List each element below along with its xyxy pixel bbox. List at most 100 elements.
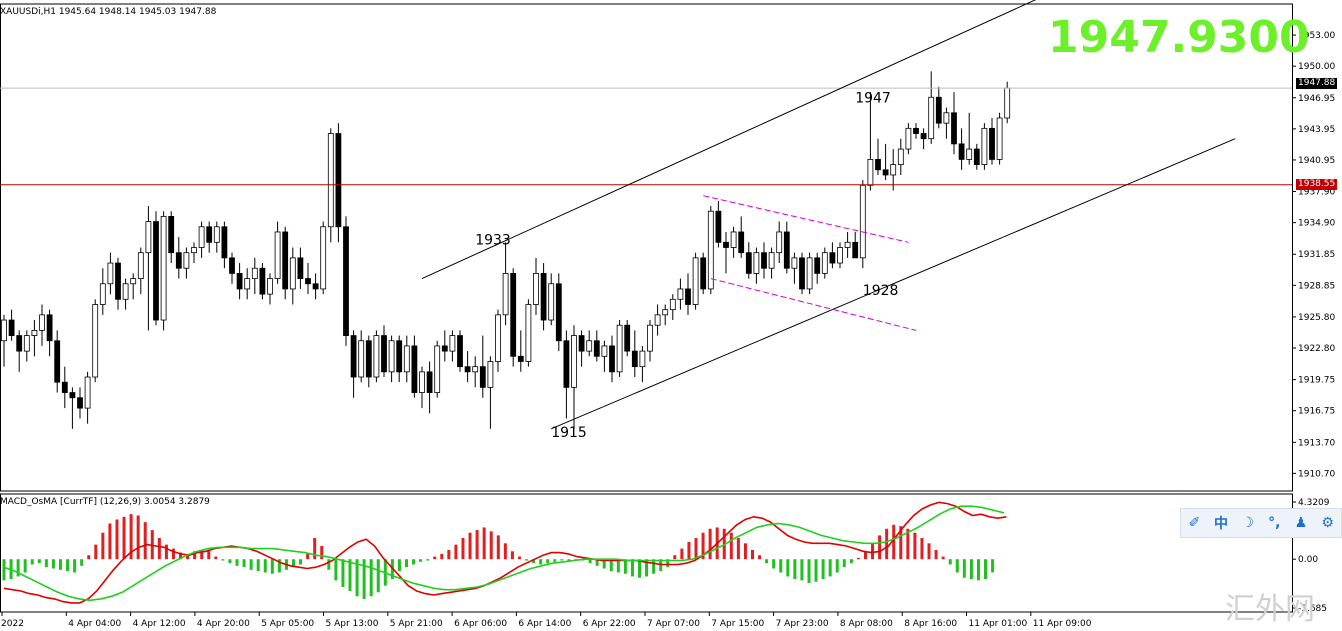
price-tick-label: 1916.75 — [1298, 407, 1335, 417]
candle-body — [951, 112, 957, 145]
osma-bar — [461, 538, 465, 560]
osma-bar — [510, 551, 514, 560]
candle-body — [989, 127, 995, 160]
gear-icon[interactable]: ⚙ — [1321, 515, 1334, 531]
watermark: 汇外网 — [1225, 592, 1315, 627]
chart-objects: 1947 1933 1915 1928 — [0, 0, 1292, 441]
osma-bar — [793, 559, 797, 580]
candle-body — [327, 133, 334, 228]
candle-body — [130, 278, 137, 285]
candle-body — [882, 169, 889, 176]
candle-body — [905, 127, 912, 150]
osma-bar — [171, 548, 175, 560]
time-tick-label: 6 Apr 22:00 — [583, 619, 636, 629]
osma-bar — [334, 559, 338, 581]
osma-bar — [821, 559, 825, 580]
candle-body — [335, 133, 342, 228]
price-tick-label: 1950.00 — [1298, 62, 1335, 72]
moon-icon[interactable]: ☽ — [1241, 515, 1254, 531]
candle-body — [388, 340, 395, 373]
price-frame — [0, 3, 1293, 492]
osma-bar — [708, 528, 712, 560]
candle-body — [723, 241, 729, 248]
swing-label-1947: 1947 — [855, 90, 891, 106]
symbol-ohlc-label: XAUUSDi,H1 1945.64 1948.14 1945.03 1947.… — [0, 7, 217, 17]
candle-body — [753, 252, 760, 274]
osma-bar — [397, 559, 401, 572]
osma-bar — [814, 559, 818, 582]
candle-body — [312, 283, 319, 290]
osma-bar — [426, 559, 430, 561]
osma-bar — [984, 559, 988, 580]
osma-bar — [16, 559, 20, 577]
osma-bar — [729, 532, 733, 560]
candle-body — [282, 231, 289, 290]
osma-bar — [962, 559, 966, 578]
price-tick-label: 1913.70 — [1298, 438, 1335, 448]
hline-price-tag: 1938.55 — [1296, 179, 1338, 190]
candle-body — [358, 340, 365, 378]
osma-bar — [482, 527, 486, 560]
osma-bar — [652, 559, 656, 574]
candle-body — [586, 340, 593, 352]
osma-bar — [221, 559, 225, 561]
osma-bar — [694, 538, 698, 560]
swing-label-1928: 1928 — [863, 283, 899, 299]
candle-body — [844, 241, 851, 248]
candle-body — [160, 216, 167, 321]
chinese-input-icon[interactable]: 中 — [1213, 516, 1228, 532]
user-icon[interactable]: ♟ — [1294, 515, 1308, 531]
candle-body — [487, 361, 494, 388]
candle-body — [411, 345, 418, 393]
price-tick-label: 1940.95 — [1298, 156, 1335, 166]
osma-bar — [638, 559, 642, 578]
candle-body — [928, 96, 935, 140]
osma-bar — [765, 559, 769, 564]
price-tick-label: 1946.95 — [1298, 94, 1335, 104]
punctuation-icon[interactable]: °, — [1268, 515, 1281, 531]
osma-bar — [645, 559, 649, 577]
candle-body — [692, 257, 699, 305]
osma-bar — [517, 556, 521, 560]
osma-bar — [892, 524, 896, 560]
price-tick-label: 1910.70 — [1298, 469, 1335, 479]
osma-bar — [750, 549, 754, 560]
osma-bar — [489, 531, 493, 560]
osma-bar — [2, 559, 6, 581]
candle-body — [996, 117, 1003, 160]
osma-bar — [567, 559, 571, 561]
candle-body — [867, 159, 874, 186]
time-tick-label: 1 Apr 2022 — [0, 619, 24, 629]
swing-label-1933: 1933 — [475, 232, 511, 248]
candle-body — [479, 366, 486, 388]
candle-body — [639, 350, 646, 368]
pencil-icon[interactable]: ✐ — [1188, 515, 1201, 531]
osma-bar — [44, 559, 48, 568]
lower-channel-line — [551, 138, 1236, 430]
price-tick-label: 1953.00 — [1298, 31, 1335, 41]
osma-bar — [320, 545, 324, 560]
osma-bar — [503, 543, 507, 560]
osma-bar — [991, 559, 995, 573]
candle-body — [289, 257, 296, 290]
osma-bar — [348, 559, 352, 591]
candle-body — [745, 252, 752, 274]
osma-bar — [906, 528, 910, 560]
osma-bar — [856, 557, 860, 560]
osma-bar — [468, 532, 472, 560]
candle-body — [198, 226, 205, 248]
candle-body — [700, 257, 707, 290]
candle-body — [77, 397, 83, 409]
candle-body — [274, 231, 281, 279]
candle-body — [419, 371, 425, 393]
osma-bar — [680, 548, 684, 560]
price-tick-label: 1922.80 — [1298, 344, 1335, 354]
osma-bar — [976, 559, 980, 581]
candle-body — [46, 314, 53, 342]
candle-body — [730, 231, 737, 248]
time-tick-label: 6 Apr 14:00 — [518, 619, 571, 629]
osma-bar — [941, 556, 945, 560]
candle-body — [943, 112, 950, 124]
candle-body — [99, 283, 106, 305]
